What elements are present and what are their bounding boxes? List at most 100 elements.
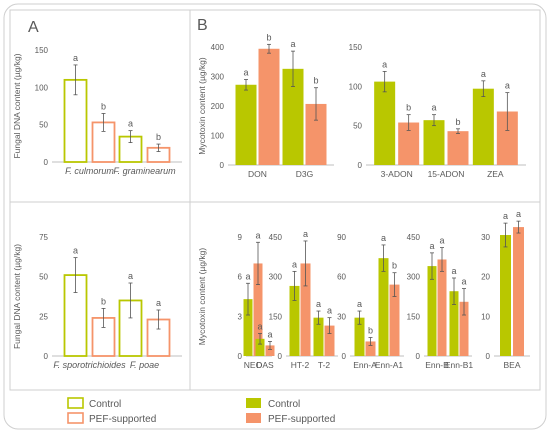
x-tick-label: BEA (503, 360, 520, 370)
y-tick-label: 0 (238, 352, 243, 361)
y-tick-label: 30 (481, 233, 490, 242)
significance-letter: a (451, 266, 456, 276)
bar (354, 317, 365, 356)
bar (305, 103, 327, 165)
x-tick-label: T-2 (318, 360, 331, 370)
y-tick-label: 3 (238, 312, 243, 321)
x-tick-label: Enn-B (425, 360, 449, 370)
significance-letter: a (503, 211, 508, 221)
x-tick-label: DAS (256, 360, 274, 370)
bar (235, 84, 257, 165)
chart-b7: 0 10 20 30 a a BEA (481, 209, 530, 370)
significance-letter: a (516, 209, 521, 219)
significance-letter: b (406, 103, 411, 113)
bar (243, 299, 253, 356)
y-tick-label: 50 (353, 122, 362, 131)
legend-right: Control PEF-supported (246, 398, 335, 425)
legend-right-pef-label: PEF-supported (268, 414, 335, 425)
significance-letter: a (357, 299, 362, 309)
bar (496, 111, 518, 165)
significance-letter: a (505, 81, 510, 91)
significance-letter: a (431, 103, 436, 113)
bar (437, 259, 447, 356)
significance-letter: b (455, 117, 460, 127)
y-tick-label: 450 (269, 233, 283, 242)
significance-letter: a (128, 271, 133, 281)
panel-label-a: A (28, 19, 39, 36)
significance-letter: a (292, 259, 297, 269)
significance-letter: a (290, 39, 295, 49)
x-tick-label: Enn-A1 (375, 360, 404, 370)
legend-left-pef-swatch (67, 412, 84, 424)
x-tick-label: F. poae (130, 360, 159, 370)
outer-frame (3, 3, 547, 430)
y-tick-label: 150 (269, 312, 283, 321)
significance-letter: a (257, 322, 262, 332)
y-tick-label: 0 (486, 352, 491, 361)
y-tick-label: 50 (39, 121, 48, 130)
chart-a2: 0 25 50 75 Fungal DNA content (µg/kg) a b F. sp… (12, 233, 182, 370)
chart-b5: 0 30 60 90 a b Enn-A a b Enn-A1 (337, 233, 404, 370)
significance-letter: a (73, 53, 78, 63)
legend-left-control-label: Control (89, 399, 121, 410)
bar (500, 235, 511, 356)
x-tick-label: 15-ADON (428, 169, 465, 179)
y-tick-label: 9 (238, 233, 243, 242)
bar (472, 88, 494, 165)
bar (365, 341, 376, 356)
y-axis-label: Mycotoxin content (µg/kg) (197, 248, 207, 346)
x-tick-label: D3G (296, 169, 313, 179)
bar (300, 263, 311, 356)
y-tick-label: 0 (220, 161, 225, 170)
significance-letter: a (316, 299, 321, 309)
significance-letter: a (327, 306, 332, 316)
y-tick-label: 300 (269, 273, 283, 282)
x-tick-label: Enn-A (353, 360, 377, 370)
significance-letter: a (381, 233, 386, 243)
x-tick-label: 3-ADON (381, 169, 413, 179)
y-tick-label: 100 (211, 132, 225, 141)
bar (289, 285, 300, 356)
significance-letter: b (266, 32, 271, 42)
chart-b2: 0 50 100 150 a b 3-ADON a b 15-ADON a a ZEA (349, 43, 526, 179)
significance-letter: a (481, 69, 486, 79)
legend-left-pef-label: PEF-supported (89, 414, 156, 425)
significance-letter: a (461, 277, 466, 287)
bar (423, 120, 445, 165)
y-tick-label: 200 (211, 102, 225, 111)
significance-letter: a (156, 298, 161, 308)
significance-letter: a (439, 236, 444, 246)
y-tick-label: 30 (337, 312, 346, 321)
significance-letter: b (101, 101, 106, 111)
x-tick-label: F. graminearum (113, 166, 176, 176)
y-tick-label: 10 (481, 312, 490, 321)
x-tick-label: DON (248, 169, 267, 179)
bar (398, 122, 420, 165)
significance-letter: a (429, 241, 434, 251)
y-tick-label: 0 (342, 352, 347, 361)
legend-right-control-label: Control (268, 399, 300, 410)
bar (258, 48, 280, 165)
y-tick-label: 450 (407, 233, 421, 242)
y-tick-label: 0 (416, 352, 421, 361)
y-tick-label: 25 (39, 312, 48, 321)
chart-a1: 0 50 100 150 Fungal DNA content (µg/kg) a b F. … (12, 46, 182, 176)
bar (265, 345, 275, 356)
y-tick-label: 50 (39, 273, 48, 282)
y-tick-label: 300 (407, 273, 421, 282)
significance-letter: b (313, 76, 318, 86)
y-tick-label: 150 (349, 43, 363, 52)
y-tick-label: 300 (211, 73, 225, 82)
significance-letter: b (392, 261, 397, 271)
bar (427, 266, 437, 356)
bar (313, 317, 324, 356)
significance-letter: a (245, 271, 250, 281)
x-tick-label: Enn-B1 (445, 360, 474, 370)
y-tick-label: 100 (35, 83, 49, 92)
bar (513, 227, 524, 356)
y-tick-label: 75 (39, 233, 48, 242)
